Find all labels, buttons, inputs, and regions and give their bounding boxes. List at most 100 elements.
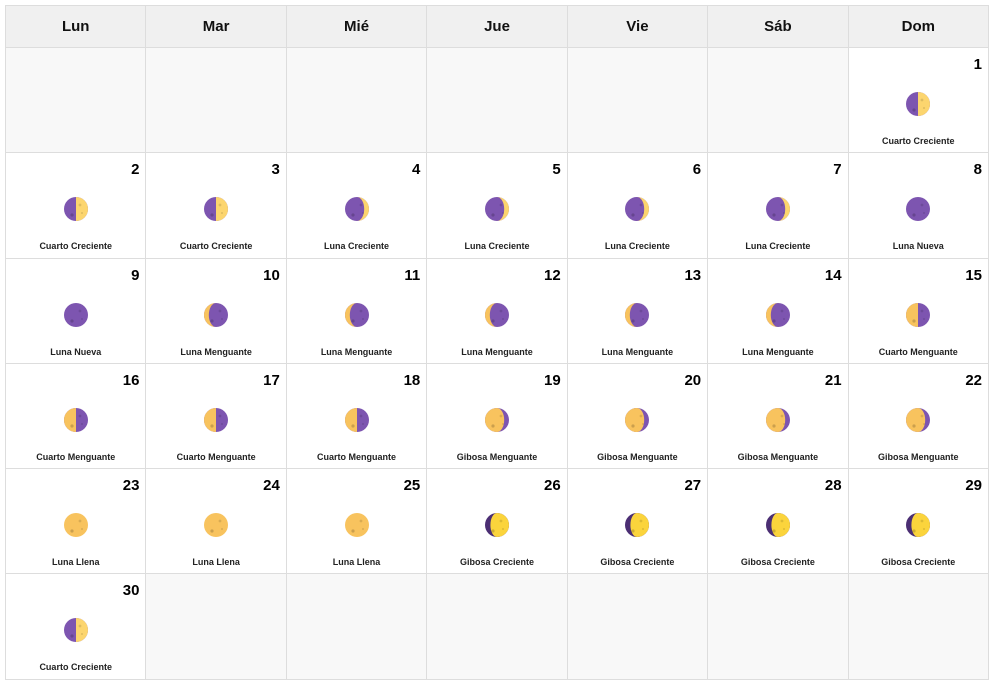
calendar-grid: Lun Mar Mié Jue Vie Sáb Dom 1 Cuarto Creciente 2 C… xyxy=(5,5,989,680)
empty-day-cell xyxy=(708,574,849,680)
day-cell[interactable]: 22 Gibosa Menguante xyxy=(848,363,989,470)
moon-phase-icon xyxy=(625,197,650,222)
moon-phase-label: Gibosa Creciente xyxy=(740,557,815,568)
day-number: 19 xyxy=(544,371,561,389)
day-cell[interactable]: 21 Gibosa Menguante xyxy=(708,363,849,470)
moon-phase-label: Cuarto Creciente xyxy=(39,662,112,673)
day-number: 14 xyxy=(824,266,842,284)
day-cell[interactable]: 1 Cuarto Creciente xyxy=(848,48,989,154)
day-cell[interactable]: 4 Luna Creciente xyxy=(286,153,428,259)
day-cell[interactable]: 11 Luna Menguante xyxy=(286,258,428,364)
day-cell[interactable]: 28 Gibosa Creciente xyxy=(708,469,849,575)
empty-day-cell xyxy=(708,48,849,154)
day-cell[interactable]: 2 Cuarto Creciente xyxy=(6,153,147,259)
empty-day-cell xyxy=(146,48,287,154)
day-cell[interactable]: 13 Luna Menguante xyxy=(567,258,709,364)
day-cell[interactable]: 27 Gibosa Creciente xyxy=(567,469,709,575)
weekday-header: Mar xyxy=(146,6,287,48)
day-number: 17 xyxy=(263,371,280,389)
moon-phase-icon xyxy=(344,302,369,327)
moon-phase-icon xyxy=(204,302,229,327)
empty-day-cell xyxy=(286,48,428,154)
day-number: 20 xyxy=(684,371,702,389)
day-number: 22 xyxy=(965,371,982,389)
moon-phase-label: Gibosa Menguante xyxy=(456,451,538,462)
moon-phase-label: Luna Menguante xyxy=(461,346,533,357)
day-cell[interactable]: 20 Gibosa Menguante xyxy=(567,363,709,470)
moon-phase-label: Gibosa Creciente xyxy=(881,557,956,568)
day-number: 25 xyxy=(403,477,421,495)
day-number: 11 xyxy=(404,266,421,284)
day-cell[interactable]: 30 Cuarto Creciente xyxy=(6,574,147,680)
day-cell[interactable]: 18 Cuarto Menguante xyxy=(286,363,428,470)
empty-day-cell xyxy=(286,574,428,680)
empty-day-cell xyxy=(427,574,568,680)
day-cell[interactable]: 9 Luna Nueva xyxy=(6,258,147,364)
day-number: 13 xyxy=(684,266,702,284)
day-number: 4 xyxy=(411,161,421,179)
day-number: 18 xyxy=(403,371,421,389)
moon-phase-icon xyxy=(344,197,369,222)
day-number: 15 xyxy=(965,266,982,284)
day-number: 3 xyxy=(271,161,280,179)
moon-phase-icon xyxy=(204,197,229,222)
moon-phase-icon xyxy=(204,513,229,538)
day-number: 7 xyxy=(833,161,842,179)
moon-phase-icon xyxy=(625,302,650,327)
moon-phase-icon xyxy=(63,407,88,432)
empty-day-cell xyxy=(567,48,709,154)
day-cell[interactable]: 19 Gibosa Menguante xyxy=(427,363,568,470)
day-number: 1 xyxy=(973,56,982,73)
moon-phase-icon xyxy=(765,197,790,222)
empty-day-cell xyxy=(848,574,989,680)
day-number: 21 xyxy=(824,371,842,389)
moon-phase-icon xyxy=(344,513,369,538)
day-number: 28 xyxy=(824,477,842,495)
moon-phase-icon xyxy=(484,407,509,432)
day-cell[interactable]: 7 Luna Creciente xyxy=(708,153,849,259)
moon-phase-label: Luna Menguante xyxy=(601,346,674,357)
day-cell[interactable]: 5 Luna Creciente xyxy=(427,153,568,259)
day-number: 10 xyxy=(263,266,280,284)
day-cell[interactable]: 3 Cuarto Creciente xyxy=(146,153,287,259)
moon-phase-icon xyxy=(204,407,229,432)
moon-phase-icon xyxy=(625,513,650,538)
day-number: 27 xyxy=(684,477,702,495)
day-cell[interactable]: 10 Luna Menguante xyxy=(146,258,287,364)
day-number: 30 xyxy=(122,582,140,600)
day-cell[interactable]: 14 Luna Menguante xyxy=(708,258,849,364)
day-number: 8 xyxy=(973,161,982,179)
moon-phase-label: Luna Llena xyxy=(332,557,381,568)
day-cell[interactable]: 16 Cuarto Menguante xyxy=(6,363,147,470)
moon-phase-icon xyxy=(906,513,931,538)
moon-phase-icon xyxy=(63,618,88,643)
day-cell[interactable]: 29 Gibosa Creciente xyxy=(848,469,989,575)
moon-phase-label: Luna Llena xyxy=(51,557,100,568)
weekday-header: Jue xyxy=(427,6,568,48)
day-number: 2 xyxy=(131,161,140,179)
empty-day-cell xyxy=(567,574,709,680)
day-cell[interactable]: 26 Gibosa Creciente xyxy=(427,469,568,575)
day-cell[interactable]: 8 Luna Nueva xyxy=(848,153,989,259)
empty-day-cell xyxy=(6,48,147,154)
moon-phase-icon xyxy=(484,513,509,538)
day-cell[interactable]: 12 Luna Menguante xyxy=(427,258,568,364)
moon-phase-label: Gibosa Creciente xyxy=(600,557,675,568)
day-cell[interactable]: 6 Luna Creciente xyxy=(567,153,709,259)
day-cell[interactable]: 23 Luna Llena xyxy=(6,469,147,575)
day-cell[interactable]: 15 Cuarto Menguante xyxy=(848,258,989,364)
day-number: 26 xyxy=(544,477,561,495)
moon-phase-icon xyxy=(625,407,650,432)
moon-phase-label: Luna Llena xyxy=(192,557,240,568)
day-cell[interactable]: 24 Luna Llena xyxy=(146,469,287,575)
moon-phase-label: Cuarto Menguante xyxy=(317,451,397,462)
moon-phase-icon xyxy=(484,197,509,222)
day-cell[interactable]: 17 Cuarto Menguante xyxy=(146,363,287,470)
moon-phase-icon xyxy=(906,407,931,432)
moon-phase-label: Luna Menguante xyxy=(180,346,252,357)
moon-phase-label: Gibosa Menguante xyxy=(597,451,678,462)
moon-phase-label: Luna Nueva xyxy=(50,346,102,357)
day-number: 29 xyxy=(965,477,982,495)
day-cell[interactable]: 25 Luna Llena xyxy=(286,469,428,575)
moon-phase-icon xyxy=(906,197,931,222)
